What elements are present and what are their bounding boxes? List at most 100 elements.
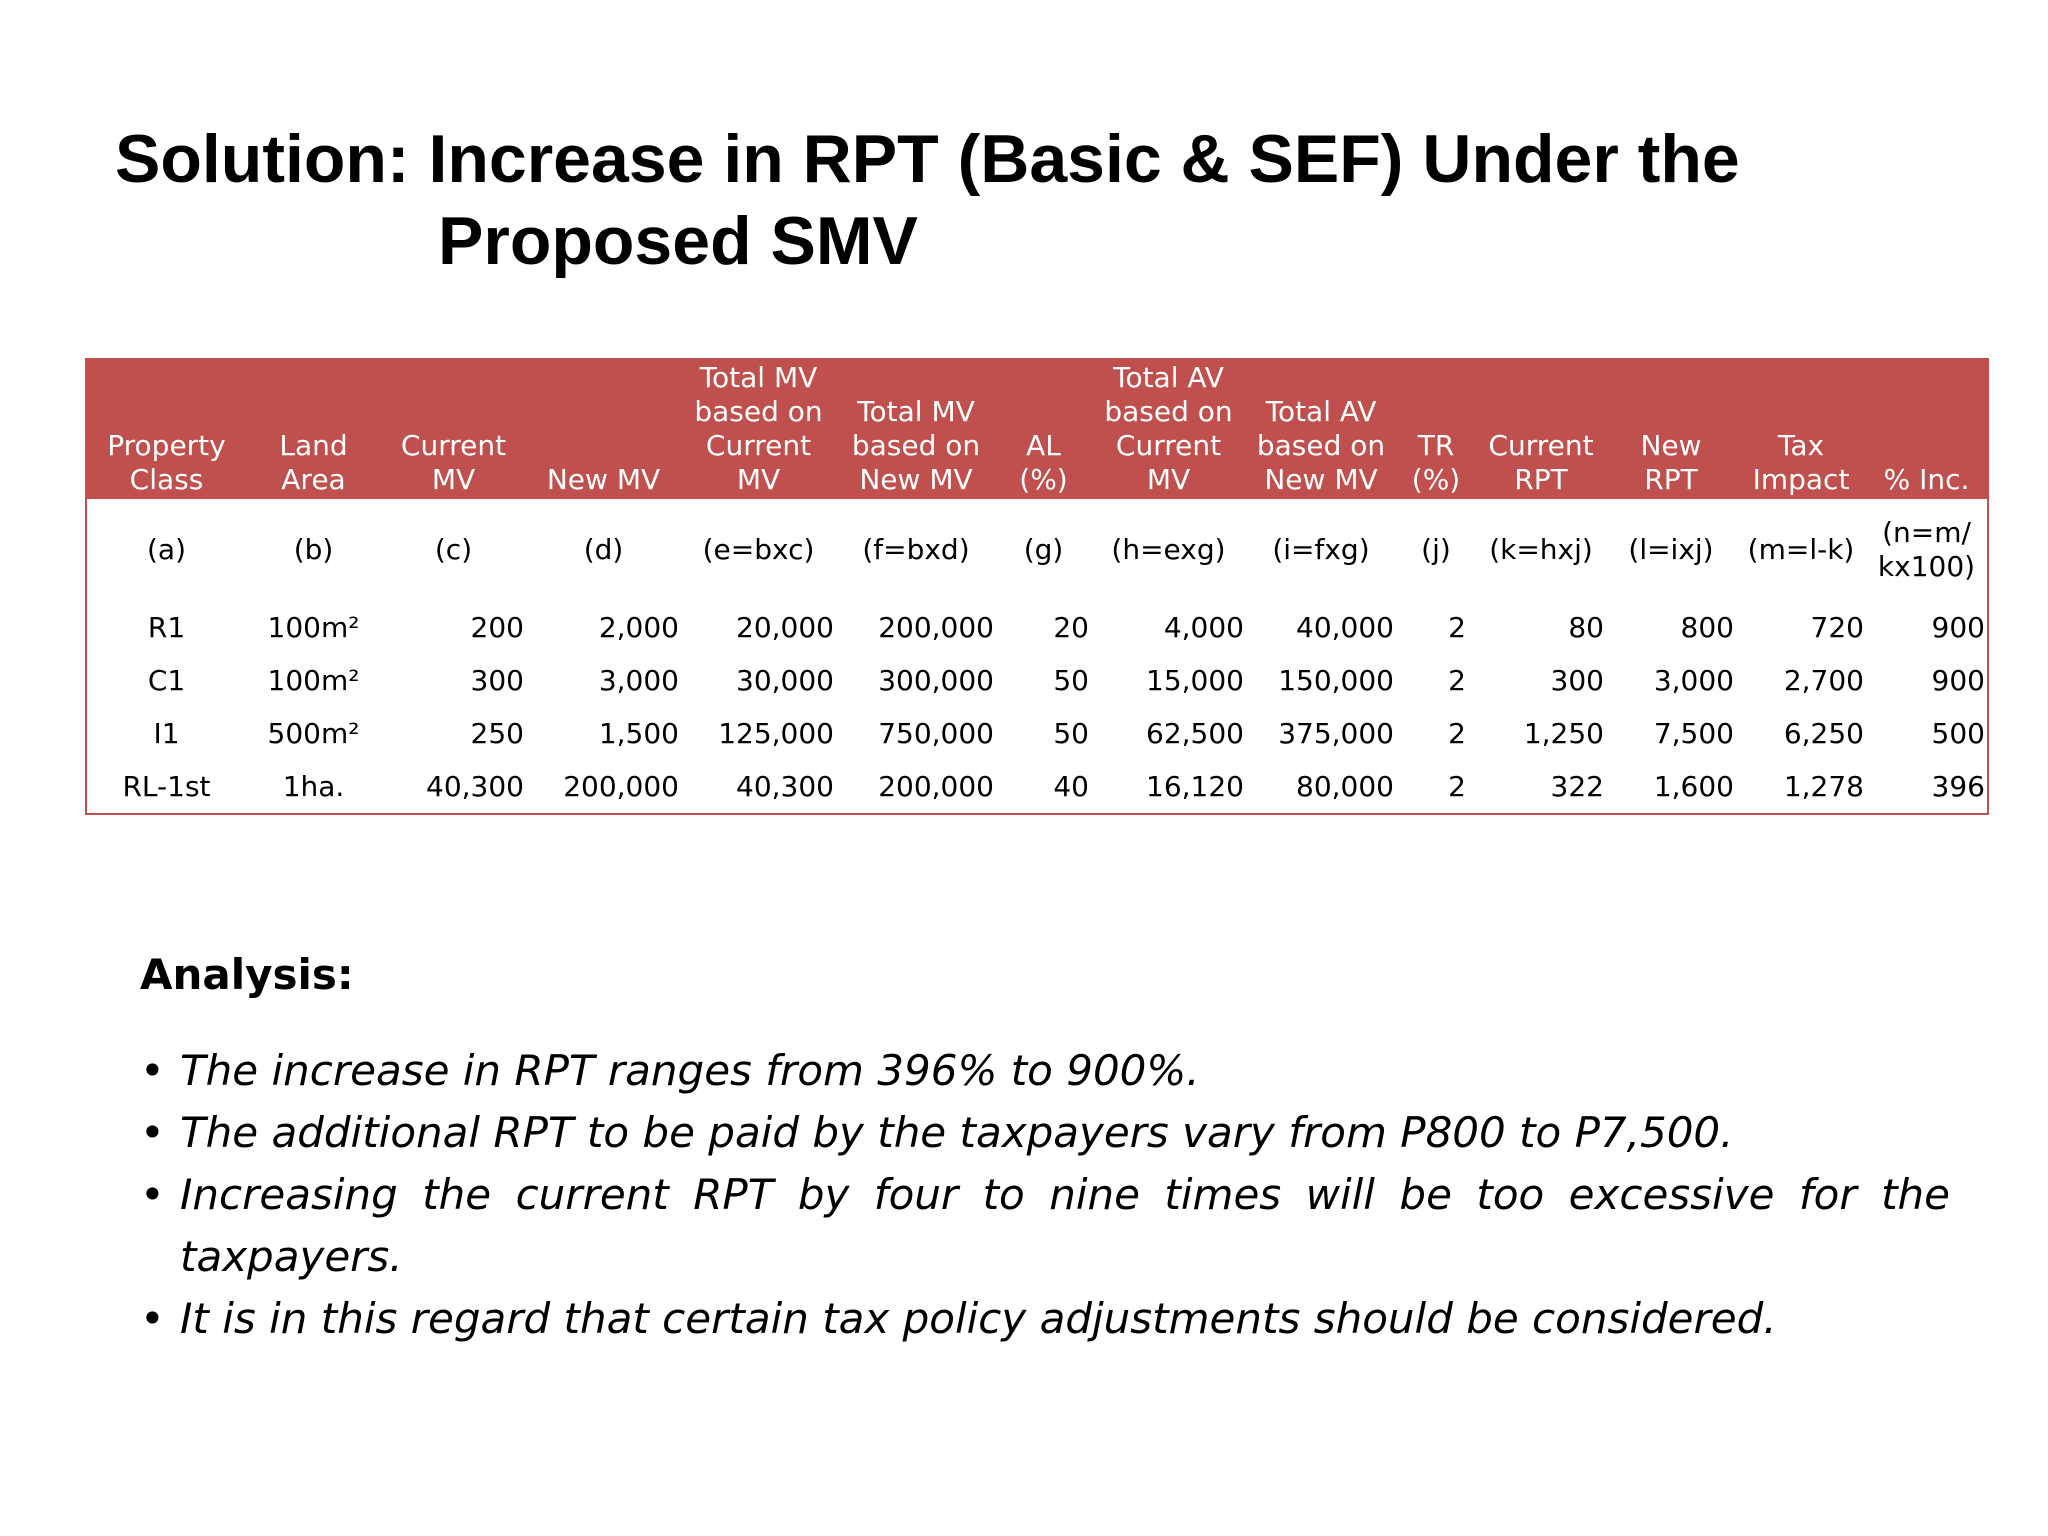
column-header: TR (%) — [1396, 359, 1476, 499]
cell-text-line: Impact — [1752, 463, 1850, 496]
table-row: C1 100m² 300 3,000 30,000 300,000 50 15,000 150,… — [86, 654, 1988, 707]
table-cell: 900 — [1931, 663, 1985, 697]
column-header: Current RPT — [1476, 359, 1606, 499]
table-cell: 40,300 — [736, 769, 834, 803]
formula-cell: (d) — [526, 499, 681, 601]
formula-cell: (e=bxc) — [681, 499, 836, 601]
cell-text-line: Total AV — [1265, 395, 1377, 428]
cell-text-line: based on — [851, 429, 981, 462]
cell-text-line: kx100) — [1877, 550, 1976, 583]
bullet-icon: • — [140, 1170, 165, 1219]
cell-text-line: RPT — [1644, 463, 1698, 496]
table-cell: 500m² — [267, 716, 360, 750]
table-cell: 100m² — [267, 610, 360, 644]
cell-text-line: MV — [1146, 463, 1191, 496]
table-cell: 15,000 — [1146, 663, 1244, 697]
table-cell: 900 — [1931, 610, 1985, 644]
table-cell: RL-1st — [122, 769, 211, 803]
cell-text-line: Current — [1115, 429, 1222, 462]
cell-text-line: (b) — [293, 533, 334, 566]
table-cell: 1,250 — [1523, 716, 1604, 750]
cell-text-line: RPT — [1514, 463, 1568, 496]
cell-text-line: (d) — [583, 533, 624, 566]
slide-title-line2: Proposed SMV — [438, 203, 918, 279]
column-header: Total MV based on Current MV — [681, 359, 836, 499]
analysis-point: • It is in this regard that certain tax p… — [140, 1288, 1950, 1350]
cell-text-line: based on — [1104, 395, 1233, 428]
formula-cell: (n=m/kx100) — [1866, 499, 1988, 601]
cell-text-line: Total MV — [857, 395, 975, 428]
formula-cell: (k=hxj) — [1476, 499, 1606, 601]
table-cell: R1 — [147, 610, 186, 644]
analysis-point-text: Increasing the current RPT by four to ni… — [180, 1170, 1950, 1281]
table-cell: 375,000 — [1278, 716, 1394, 750]
cell-text-line: (c) — [434, 533, 473, 566]
column-header: Tax Impact — [1736, 359, 1866, 499]
analysis-list: • The increase in RPT ranges from 396% to… — [140, 1040, 1950, 1350]
cell-text-line: (h=exg) — [1111, 533, 1226, 566]
table-row: RL-1st 1ha. 40,300 200,000 40,300 200,000 40 16… — [86, 760, 1988, 814]
column-header: Current MV — [381, 359, 526, 499]
table-cell: 2,700 — [1783, 663, 1864, 697]
table-cell: 750,000 — [878, 716, 994, 750]
cell-text-line: Current — [705, 429, 812, 462]
analysis-point: • The additional RPT to be paid by the ta… — [140, 1102, 1950, 1164]
table-cell: 50 — [1053, 663, 1089, 697]
table-row: R1 100m² 200 2,000 20,000 200,000 20 4,000 40,00… — [86, 601, 1988, 654]
table-cell: 1ha. — [282, 769, 345, 803]
cell-text-line: (e=bxc) — [702, 533, 815, 566]
table-cell: 500 — [1931, 716, 1985, 750]
formula-cell: (m=l-k) — [1736, 499, 1866, 601]
cell-text-line: (j) — [1421, 533, 1451, 566]
table-cell: 800 — [1680, 610, 1734, 644]
formula-cell: (j) — [1396, 499, 1476, 601]
table-formula-row: (a) (b) (c) (d) (e=bxc) (f=bxd) (g) (h=exg) (i=f… — [86, 499, 1988, 601]
cell-text-line: Total MV — [699, 361, 818, 394]
column-header: Total AV based on New MV — [1246, 359, 1396, 499]
cell-text-line: (a) — [146, 533, 186, 566]
cell-text-line: Tax — [1777, 429, 1825, 462]
table-header-row: Property Class Land Area Current MV New MV Tota… — [86, 359, 1988, 499]
column-header: New RPT — [1606, 359, 1736, 499]
table-cell: 200 — [470, 610, 524, 644]
formula-cell: (b) — [246, 499, 381, 601]
table-cell: 20,000 — [736, 610, 834, 644]
cell-text-line: (g) — [1023, 533, 1064, 566]
formula-cell: (l=ixj) — [1606, 499, 1736, 601]
table-cell: 20 — [1053, 610, 1089, 644]
rpt-table: Property Class Land Area Current MV New MV Tota… — [85, 358, 1989, 815]
cell-text-line: (l=ixj) — [1628, 533, 1714, 566]
table-cell: 200,000 — [878, 769, 994, 803]
table-cell: 16,120 — [1146, 769, 1244, 803]
table-cell: 300,000 — [878, 663, 994, 697]
table-cell: 2 — [1448, 663, 1466, 697]
table-cell: 4,000 — [1163, 610, 1244, 644]
analysis-heading: Analysis: — [140, 950, 354, 999]
table-cell: 80 — [1568, 610, 1604, 644]
cell-text-line: (%) — [1411, 463, 1461, 496]
table-cell: 200,000 — [878, 610, 994, 644]
table-cell: 100m² — [267, 663, 360, 697]
table-cell: 1,500 — [598, 716, 679, 750]
table-cell: 200,000 — [563, 769, 679, 803]
table-cell: 125,000 — [718, 716, 834, 750]
formula-cell: (g) — [996, 499, 1091, 601]
cell-text-line: New — [1640, 429, 1702, 462]
bullet-icon: • — [140, 1294, 165, 1343]
cell-text-line: Area — [281, 463, 346, 496]
table-cell: 720 — [1810, 610, 1864, 644]
table-cell: 62,500 — [1146, 716, 1244, 750]
column-header: % Inc. — [1866, 359, 1988, 499]
table-cell: 7,500 — [1653, 716, 1734, 750]
column-header: New MV — [526, 359, 681, 499]
slide-title-line1: Solution: Increase in RPT (Basic & SEF) … — [115, 121, 1740, 197]
cell-text-line: New MV — [1264, 463, 1378, 496]
analysis-point: • Increasing the current RPT by four to n… — [140, 1164, 1950, 1288]
table-cell: 300 — [470, 663, 524, 697]
table-cell: 250 — [470, 716, 524, 750]
cell-text-line: Class — [129, 463, 204, 496]
cell-text-line: MV — [736, 463, 781, 496]
table-cell: 6,250 — [1783, 716, 1864, 750]
cell-text-line: (m=l-k) — [1747, 533, 1855, 566]
table-cell: 396 — [1931, 769, 1985, 803]
